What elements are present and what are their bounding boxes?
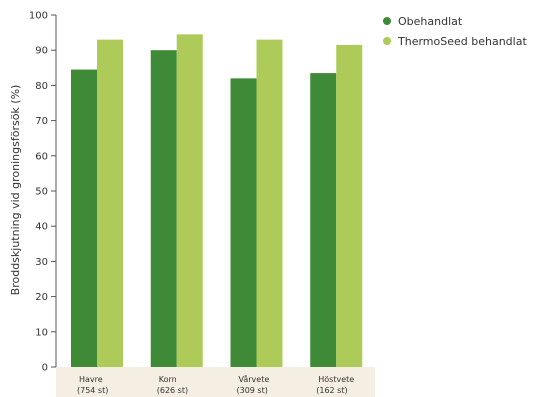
bar-thermoseed-2 — [256, 39, 283, 367]
category-band — [56, 367, 375, 397]
y-tick-label: 30 — [35, 257, 48, 268]
legend-marker-1 — [383, 37, 391, 45]
y-tick-label: 100 — [29, 11, 48, 22]
legend-label-1: ThermoSeed behandlat — [397, 35, 527, 48]
y-tick-label: 20 — [35, 292, 48, 303]
y-tick-label: 10 — [35, 327, 48, 338]
y-tick-label: 60 — [35, 151, 48, 162]
y-tick-label: 90 — [35, 46, 48, 57]
x-category-count: (754 st) — [77, 386, 108, 395]
legend-marker-0 — [383, 17, 391, 25]
y-tick-label: 40 — [35, 222, 48, 233]
bar-thermoseed-1 — [176, 34, 203, 368]
x-category-count: (309 st) — [237, 386, 268, 395]
y-axis-label: Broddskjutning vid groningsförsök (%) — [9, 85, 22, 296]
x-category-count: (626 st) — [157, 386, 188, 395]
x-category-count: (162 st) — [316, 386, 347, 395]
y-axis: 0 10 20 30 40 50 60 70 80 90 100 — [29, 11, 57, 374]
bar-obehandlat-3 — [310, 73, 337, 367]
bar-obehandlat-1 — [150, 50, 177, 367]
bar-thermoseed-0 — [97, 39, 123, 367]
bar-thermoseed-3 — [336, 44, 363, 368]
category-band-bg — [56, 367, 375, 397]
x-axis-labels: Havre (754 st) Korn (626 st) Vårvete (309 st)… — [77, 374, 354, 395]
x-category-label: Höstvete — [318, 375, 354, 384]
x-category-label: Havre — [79, 375, 103, 384]
legend: Obehandlat ThermoSeed behandlat — [383, 15, 527, 48]
bars — [71, 34, 363, 368]
x-category-label: Korn — [159, 375, 177, 384]
y-tick-label: 50 — [35, 187, 48, 198]
bar-obehandlat-0 — [71, 69, 97, 367]
legend-label-0: Obehandlat — [398, 15, 463, 28]
bar-obehandlat-2 — [230, 78, 257, 368]
y-tick-label: 0 — [42, 363, 48, 374]
x-category-label: Vårvete — [239, 374, 270, 384]
y-tick-label: 80 — [35, 81, 48, 92]
y-tick-label: 70 — [35, 116, 48, 127]
